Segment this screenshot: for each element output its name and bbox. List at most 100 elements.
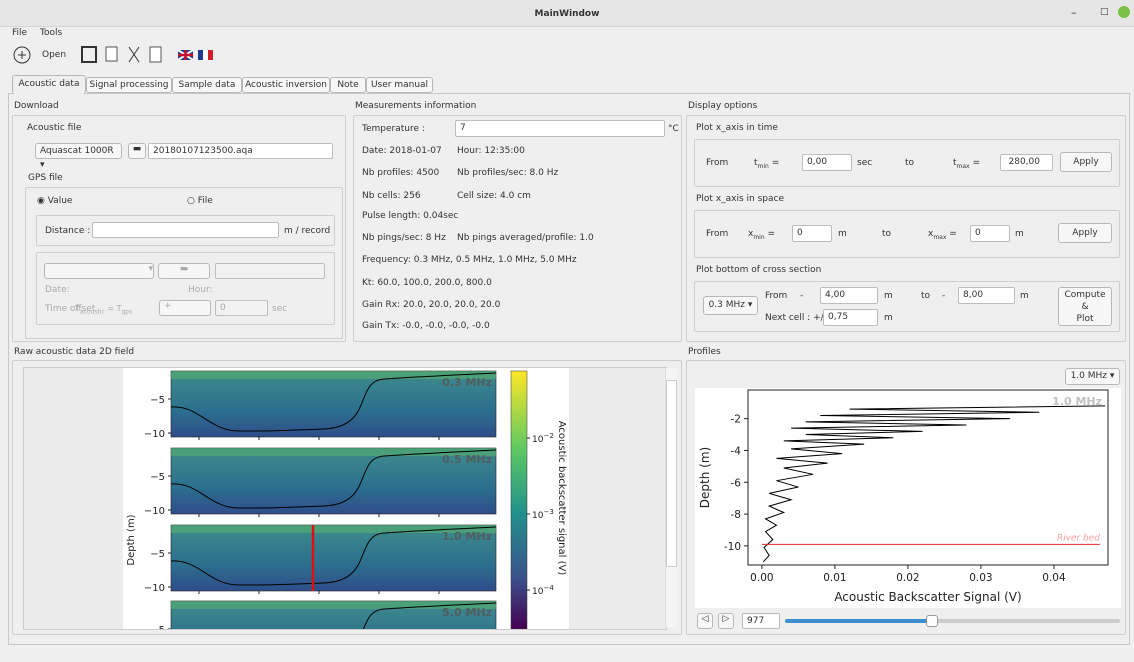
base: 10: [532, 511, 544, 521]
sub: acoustic: [80, 309, 105, 316]
device-combo[interactable]: Aquascat 1000R ▾: [35, 143, 122, 159]
sub: max: [933, 234, 946, 241]
paste-icon[interactable]: [150, 47, 161, 62]
input: [215, 263, 325, 279]
eq: =: [972, 158, 980, 168]
info-text: Nb profiles/sec: 8.0 Hz: [457, 168, 558, 178]
copy-icon[interactable]: [106, 47, 117, 61]
eq: =: [949, 229, 957, 239]
cut-icon[interactable]: [129, 47, 139, 62]
formula: Tacoustic = Tgps: [75, 304, 132, 316]
slider-handle[interactable]: [926, 615, 938, 627]
label: °C: [668, 124, 679, 134]
sub: max: [957, 163, 970, 170]
tab[interactable]: Signal processing: [86, 77, 172, 93]
next-button[interactable]: ▷: [718, 613, 734, 629]
label: Temperature :: [362, 124, 425, 134]
minimize[interactable]: –: [1071, 6, 1077, 19]
tab[interactable]: Acoustic data: [12, 75, 86, 94]
label: Next cell : +/-: [765, 313, 827, 323]
label: File: [198, 196, 213, 206]
apply-button[interactable]: Apply: [1058, 223, 1112, 243]
sub: min: [753, 234, 764, 241]
label: &: [1059, 301, 1111, 313]
scroll-thumb[interactable]: [666, 380, 677, 567]
menu-tools[interactable]: Tools: [40, 28, 62, 38]
tab[interactable]: User manual: [366, 77, 433, 93]
profile-line: [763, 406, 1105, 562]
y-tick-label: -4: [731, 445, 742, 457]
exponent: −4: [543, 584, 554, 592]
label: Plot x_axis in time: [696, 123, 778, 133]
tmin-spin[interactable]: 0,00: [802, 154, 852, 171]
y-tick-label: −10: [144, 506, 165, 517]
label: m / record: [284, 226, 330, 236]
label: sec: [272, 304, 287, 314]
plot-annotation: 1.0 MHz: [1052, 395, 1102, 408]
menu-file[interactable]: File: [12, 28, 27, 38]
label: -: [942, 291, 945, 301]
from-spin[interactable]: 4,00: [820, 287, 878, 304]
tmax-spin[interactable]: 280,00: [1000, 154, 1053, 171]
panel-label: 5.0 MHz: [442, 606, 492, 619]
y-tick-label: -8: [731, 509, 741, 521]
info-text: Frequency: 0.3 MHz, 0.5 MHz, 1.0 MHz, 5.…: [362, 255, 577, 265]
y-tick-label: -6: [731, 477, 742, 489]
xmax-spin[interactable]: 0: [970, 225, 1010, 242]
tab[interactable]: Acoustic inversion: [242, 77, 330, 93]
combo: ▾: [44, 263, 154, 279]
y-tick-label: -2: [731, 414, 741, 426]
label: Value: [48, 196, 73, 206]
eq: =: [772, 158, 780, 168]
panel-label: 0.5 MHz: [442, 453, 492, 466]
label: From: [765, 291, 787, 301]
maximize[interactable]: □: [1100, 7, 1109, 17]
tab[interactable]: Note: [330, 77, 366, 93]
file-input[interactable]: 20180107123500.aqa: [148, 143, 333, 159]
y-tick-label: −5: [150, 625, 165, 629]
compute-button[interactable]: Compute&Plot: [1058, 287, 1112, 326]
label: to: [921, 291, 930, 301]
radio-value[interactable]: ◉ Value: [37, 196, 72, 206]
info-text: Cell size: 4.0 cm: [457, 191, 531, 201]
info-text: Gain Tx: -0.0, -0.0, -0.0, -0.0: [362, 321, 490, 331]
base: 10: [532, 435, 544, 445]
sub: min: [758, 163, 769, 170]
info-text: Pulse length: 0.04sec: [362, 211, 458, 221]
radio-file[interactable]: ○ File: [187, 196, 213, 206]
label: GPS file: [28, 173, 63, 183]
frequency-combo[interactable]: 0.3 MHz ▾: [703, 296, 758, 315]
label: Distance :: [45, 226, 90, 236]
to-spin[interactable]: 8,00: [958, 287, 1015, 304]
next-spin[interactable]: 0,75: [823, 309, 878, 326]
info-text: Date: 2018-01-07: [362, 146, 442, 156]
label: Hour:: [188, 285, 213, 295]
open-button[interactable]: Open: [42, 50, 66, 60]
base: 10: [532, 587, 544, 597]
label: m: [884, 291, 893, 301]
window-title: MainWindow: [0, 9, 1134, 19]
save-icon[interactable]: [82, 47, 96, 62]
profile-index[interactable]: 977: [742, 613, 780, 629]
flag-fr[interactable]: [198, 50, 203, 60]
prev-button[interactable]: ◁: [697, 613, 713, 629]
tab[interactable]: Sample data: [172, 77, 242, 93]
frequency-combo[interactable]: 1.0 MHz ▾: [1065, 368, 1120, 385]
exponent: −2: [543, 432, 553, 440]
apply-button[interactable]: Apply: [1060, 152, 1112, 172]
label: to: [905, 158, 914, 168]
x-tick-label: 0.01: [823, 572, 846, 584]
x-tick-label: 0.04: [1042, 572, 1066, 584]
label: Date:: [45, 285, 70, 295]
y-tick-label: −5: [150, 549, 165, 560]
button: ▬: [158, 263, 210, 279]
temperature-input[interactable]: 7: [455, 120, 665, 137]
open-file-button[interactable]: ▬: [128, 143, 146, 159]
plot-frame: [748, 390, 1108, 565]
distance-input[interactable]: [92, 222, 279, 238]
close[interactable]: [1118, 6, 1130, 18]
device: Aquascat 1000R: [40, 146, 114, 156]
xmin-spin[interactable]: 0: [792, 225, 832, 242]
colorbar: [511, 371, 527, 629]
y-tick-label: −5: [150, 395, 165, 406]
